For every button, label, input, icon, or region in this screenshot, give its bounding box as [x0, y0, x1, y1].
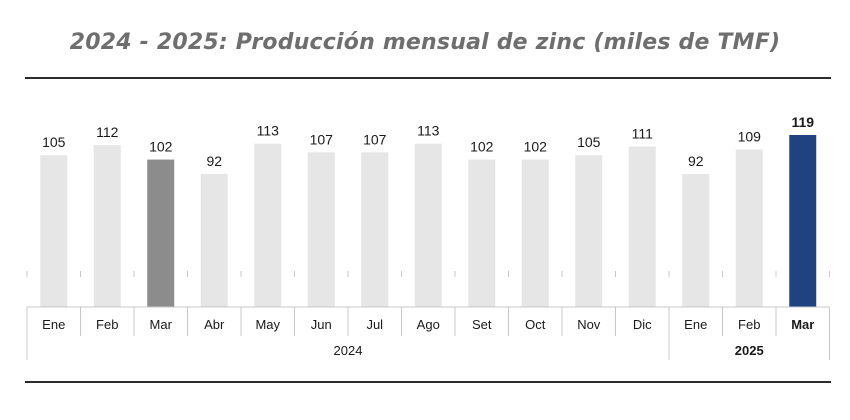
tick-label: Jun: [311, 317, 332, 332]
data-label: 105: [42, 134, 66, 150]
bar-ene-1: [40, 155, 68, 307]
bar-mar-3: [147, 159, 175, 307]
data-label: 105: [577, 134, 601, 150]
tick-label: Ene: [684, 317, 707, 332]
title-divider: [25, 77, 831, 79]
tick-label: Feb: [738, 317, 760, 332]
data-label: 113: [257, 123, 280, 139]
data-label: 112: [96, 124, 119, 140]
data-label: 113: [417, 123, 440, 139]
data-label: 111: [632, 126, 653, 142]
data-label: 109: [738, 128, 762, 144]
data-label: 102: [470, 139, 494, 155]
bar-nov-11: [575, 155, 603, 307]
bar-oct-10: [521, 159, 549, 307]
group-label-2025: 2025: [735, 343, 764, 358]
tick-label: Nov: [577, 317, 601, 332]
bar-may-5: [254, 143, 282, 307]
value-labels-layer: 105 112 102 92 113 107 107 113 102 102 105 111 92 109…: [42, 114, 814, 169]
data-label: 102: [524, 139, 548, 155]
bar-mar-15: [789, 135, 817, 307]
category-axis: Ene Feb Mar Abr May Jun Jul Ago Set Oct Nov Dic Ene F…: [26, 271, 830, 360]
bar-jun-6: [307, 152, 335, 307]
bar-abr-4: [200, 174, 228, 307]
chart-title: 2024 - 2025: Producción mensual de zinc …: [69, 30, 781, 55]
bottom-divider: [25, 381, 831, 383]
bar-dic-12: [628, 146, 656, 307]
tick-label: Dic: [633, 317, 652, 332]
bar-set-9: [468, 159, 496, 307]
bars-layer: [40, 135, 817, 307]
tick-label: May: [255, 317, 280, 332]
tick-label: Abr: [204, 317, 225, 332]
data-label: 92: [688, 153, 704, 169]
tick-label: Oct: [525, 317, 546, 332]
bar-jul-7: [361, 152, 389, 307]
tick-label: Jul: [366, 317, 383, 332]
bar-feb-14: [735, 149, 763, 307]
data-label: 119: [791, 114, 814, 130]
data-label: 92: [206, 153, 222, 169]
group-label-2024: 2024: [334, 343, 363, 358]
data-label: 107: [310, 131, 334, 147]
tick-label: Mar: [150, 317, 173, 332]
tick-label: Feb: [96, 317, 118, 332]
tick-label: Set: [472, 317, 492, 332]
data-label: 102: [149, 139, 173, 155]
tick-label: Ago: [417, 317, 440, 332]
tick-label: Ene: [42, 317, 65, 332]
bar-ago-8: [414, 143, 442, 307]
tick-label: Mar: [791, 317, 814, 332]
bar-ene-13: [682, 174, 710, 307]
data-label: 107: [363, 131, 387, 147]
bar-feb-2: [93, 145, 121, 307]
